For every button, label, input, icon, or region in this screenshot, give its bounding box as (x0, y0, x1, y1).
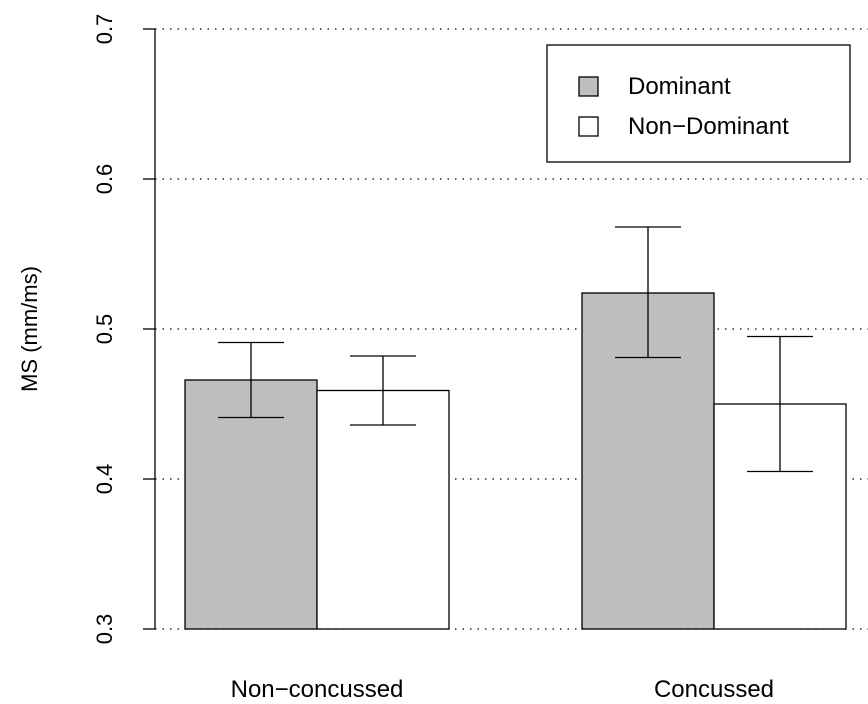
y-axis-label: MS (mm/ms) (17, 266, 42, 392)
error-bars (218, 226, 813, 473)
bar (184, 379, 318, 630)
x-tick-label: Concussed (654, 676, 774, 703)
bars (184, 292, 847, 630)
x-axis: Non−concussed Concussed (231, 676, 774, 703)
legend-swatch (578, 76, 599, 97)
legend-box (546, 44, 851, 163)
y-tick-label: 0.4 (92, 464, 117, 495)
legend-label: Non−Dominant (628, 113, 789, 140)
y-tick-label: 0.7 (92, 14, 117, 45)
legend-label: Dominant (628, 73, 731, 100)
y-tick-label: 0.6 (92, 164, 117, 195)
legend: Dominant Non−Dominant (546, 44, 851, 163)
bar (316, 389, 450, 630)
legend-swatch (578, 116, 599, 137)
y-axis: 0.3 0.4 0.5 0.6 0.7 (92, 14, 156, 645)
y-tick-label: 0.3 (92, 614, 117, 645)
x-tick-label: Non−concussed (231, 676, 404, 703)
y-tick-label: 0.5 (92, 314, 117, 345)
